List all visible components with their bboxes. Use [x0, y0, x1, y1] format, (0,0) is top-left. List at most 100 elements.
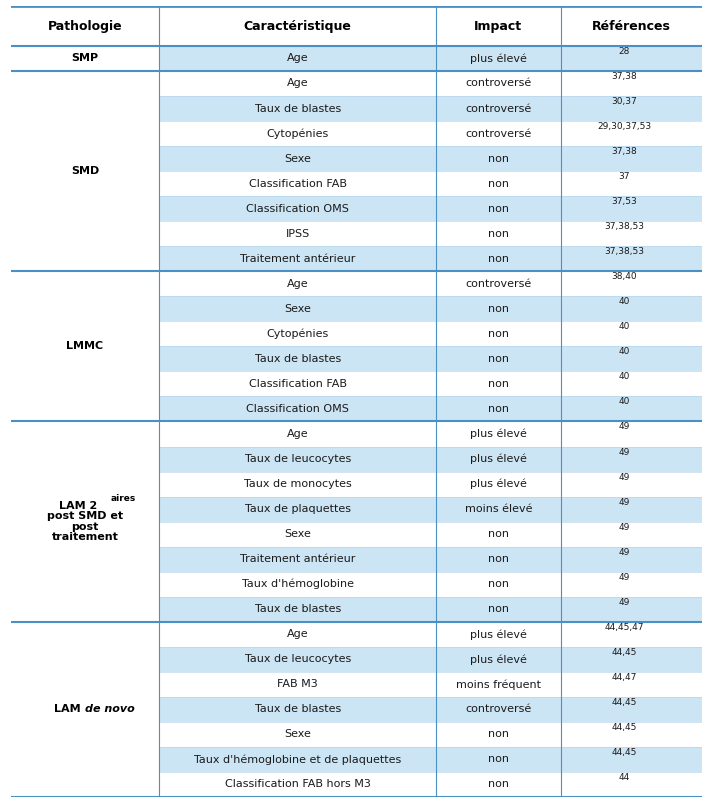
Bar	[11, 372, 702, 396]
Text: Age: Age	[287, 54, 309, 63]
Text: SMP: SMP	[71, 54, 99, 63]
Bar	[11, 622, 160, 646]
Bar	[11, 421, 702, 446]
Text: moins élevé: moins élevé	[465, 504, 532, 514]
Text: 44: 44	[619, 773, 630, 782]
Bar	[11, 446, 160, 472]
Bar	[11, 697, 702, 722]
Text: Age: Age	[287, 429, 309, 439]
Text: non: non	[488, 254, 509, 264]
Text: plus élevé: plus élevé	[470, 454, 527, 465]
Text: 44,45,47: 44,45,47	[605, 622, 644, 632]
Text: non: non	[488, 529, 509, 539]
Text: controversé: controversé	[465, 279, 532, 289]
Text: Age: Age	[287, 630, 309, 639]
Text: LAM: LAM	[54, 704, 85, 714]
Bar	[11, 196, 160, 221]
Text: de novo: de novo	[85, 704, 135, 714]
Bar	[11, 221, 160, 246]
Bar	[11, 672, 160, 697]
Text: Sexe: Sexe	[285, 730, 311, 739]
Bar	[11, 396, 702, 421]
Bar	[11, 71, 702, 96]
Text: non: non	[488, 755, 509, 764]
Text: non: non	[488, 154, 509, 163]
Bar	[11, 472, 160, 497]
Bar	[11, 246, 160, 272]
Bar	[11, 622, 702, 646]
Text: Classification FAB: Classification FAB	[249, 179, 347, 188]
Bar	[11, 96, 702, 121]
Text: Taux de blastes: Taux de blastes	[255, 704, 341, 714]
Text: Impact: Impact	[474, 20, 522, 33]
Text: 30,37: 30,37	[611, 97, 638, 106]
Bar	[11, 472, 702, 497]
Text: 49: 49	[618, 497, 630, 506]
Text: 37,53: 37,53	[611, 197, 638, 206]
Bar	[11, 597, 702, 622]
Text: non: non	[488, 229, 509, 239]
Text: plus élevé: plus élevé	[470, 629, 527, 639]
Text: Classification FAB: Classification FAB	[249, 379, 347, 389]
Text: 49: 49	[618, 448, 630, 457]
Bar	[11, 572, 702, 597]
Text: 40: 40	[618, 322, 630, 332]
Bar	[11, 546, 160, 572]
Bar	[11, 6, 702, 46]
Text: Taux de leucocytes: Taux de leucocytes	[244, 654, 351, 664]
Text: 37,38,53: 37,38,53	[604, 248, 645, 256]
Text: Taux de blastes: Taux de blastes	[255, 604, 341, 614]
Text: plus élevé: plus élevé	[470, 479, 527, 489]
Text: 49: 49	[618, 522, 630, 532]
Text: 37,38: 37,38	[611, 147, 638, 156]
Text: 28: 28	[618, 47, 630, 56]
Text: non: non	[488, 179, 509, 188]
Bar	[11, 446, 702, 472]
Text: Classification OMS: Classification OMS	[246, 203, 349, 214]
Bar	[11, 146, 160, 171]
Text: controversé: controversé	[465, 704, 532, 714]
Bar	[11, 46, 702, 71]
Bar	[11, 346, 160, 372]
Bar	[11, 497, 160, 521]
Text: 40: 40	[618, 372, 630, 381]
Bar	[11, 747, 160, 772]
Bar	[11, 272, 702, 296]
Text: non: non	[488, 354, 509, 364]
Bar	[11, 772, 160, 797]
Text: 49: 49	[618, 598, 630, 606]
Text: Taux de plaquettes: Taux de plaquettes	[245, 504, 351, 514]
Text: plus élevé: plus élevé	[470, 429, 527, 439]
Text: 40: 40	[618, 348, 630, 356]
Bar	[11, 346, 702, 372]
Text: moins fréquent: moins fréquent	[456, 679, 541, 690]
Bar	[11, 196, 702, 221]
Text: Sexe: Sexe	[285, 304, 311, 314]
Text: non: non	[488, 779, 509, 790]
Text: 49: 49	[618, 473, 630, 481]
Text: 40: 40	[618, 397, 630, 406]
Text: 49: 49	[618, 422, 630, 432]
Bar	[11, 521, 702, 546]
Text: Taux de leucocytes: Taux de leucocytes	[244, 454, 351, 464]
Text: 49: 49	[618, 573, 630, 582]
Text: 37,38,53: 37,38,53	[604, 222, 645, 231]
Bar	[11, 396, 160, 421]
Text: Sexe: Sexe	[285, 529, 311, 539]
Text: Classification FAB hors M3: Classification FAB hors M3	[225, 779, 371, 790]
Bar	[11, 421, 160, 446]
Bar	[11, 546, 702, 572]
Text: 29,30,37,53: 29,30,37,53	[597, 122, 652, 131]
Bar	[11, 171, 160, 196]
Bar	[11, 646, 702, 672]
Text: 44,45: 44,45	[612, 748, 637, 757]
Text: 40: 40	[618, 297, 630, 306]
Bar	[11, 272, 160, 296]
Text: Taux de blastes: Taux de blastes	[255, 103, 341, 114]
Text: non: non	[488, 304, 509, 314]
Text: 37: 37	[618, 172, 630, 181]
Bar	[11, 321, 160, 346]
Bar	[11, 372, 160, 396]
Bar	[11, 697, 160, 722]
Text: Traitement antérieur: Traitement antérieur	[240, 554, 355, 564]
